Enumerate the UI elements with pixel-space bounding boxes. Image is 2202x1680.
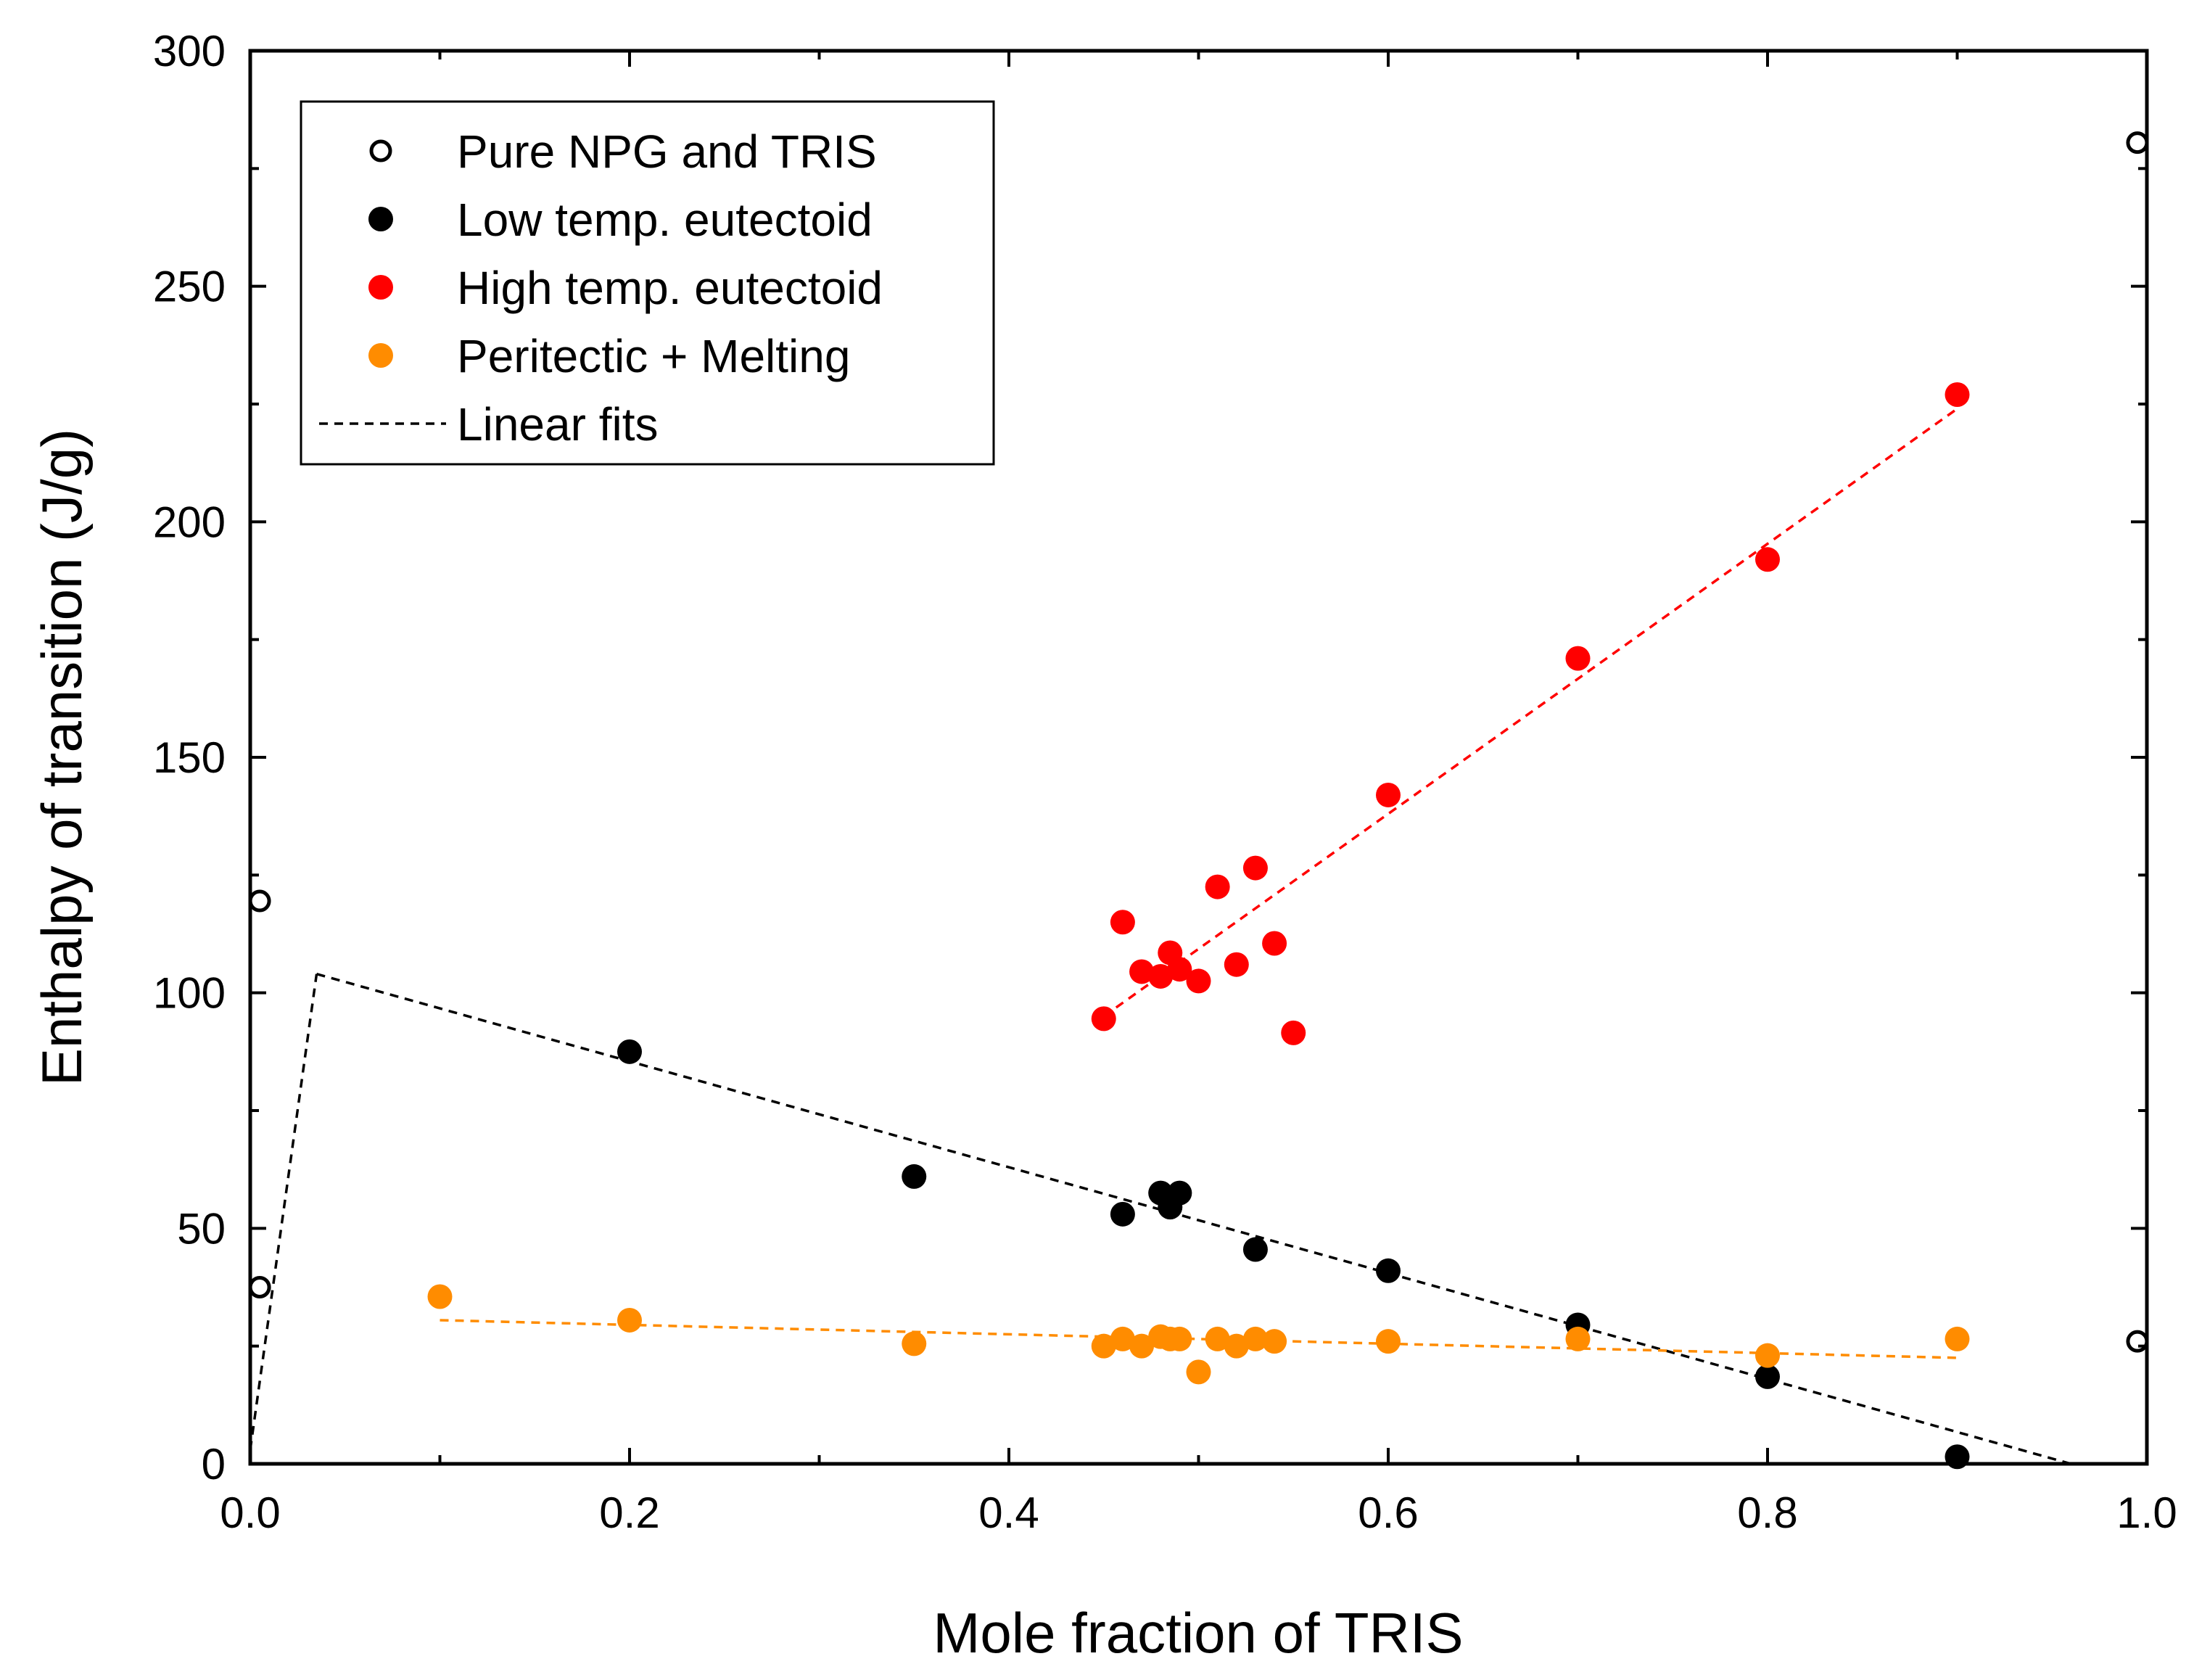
legend: Pure NPG and TRIS Low temp. eutectoid High… xyxy=(300,100,995,466)
y-tick-label: 0 xyxy=(202,1440,226,1488)
data-point xyxy=(1376,782,1401,807)
legend-marker xyxy=(368,275,393,300)
x-tick-label: 0.8 xyxy=(1737,1488,1797,1537)
linear-fit-line xyxy=(249,973,318,1450)
data-point xyxy=(1262,931,1287,956)
data-point xyxy=(1755,1343,1780,1368)
x-tick-label: 0.6 xyxy=(1358,1488,1418,1537)
y-axis-title: Enthalpy of transition (J/g) xyxy=(30,429,94,1086)
data-point xyxy=(1167,1326,1192,1351)
data-point xyxy=(1242,1326,1268,1351)
data-point xyxy=(1376,1258,1401,1283)
data-point xyxy=(902,1164,927,1189)
data-point xyxy=(1755,1364,1780,1389)
data-point xyxy=(1129,959,1155,984)
data-point xyxy=(902,1331,927,1356)
legend-label: Linear fits xyxy=(457,398,658,450)
data-point xyxy=(1091,1006,1116,1032)
data-point xyxy=(1945,382,1970,408)
legend-label: High temp. eutectoid xyxy=(457,262,883,314)
data-point xyxy=(1242,1237,1268,1262)
linear-fit-line xyxy=(1102,408,1958,1018)
data-point xyxy=(427,1284,453,1309)
legend-label: Peritectic + Melting xyxy=(457,330,850,382)
y-tick-label: 50 xyxy=(177,1204,226,1253)
x-tick-label: 0.2 xyxy=(599,1488,659,1537)
legend-marker xyxy=(368,343,393,368)
data-point xyxy=(617,1307,642,1333)
data-point xyxy=(617,1039,642,1064)
y-tick-label: 300 xyxy=(153,27,226,75)
x-tick-label: 0.0 xyxy=(220,1488,280,1537)
data-point xyxy=(1148,963,1174,989)
data-point xyxy=(1242,855,1268,881)
y-tick-label: 100 xyxy=(153,969,226,1018)
data-point xyxy=(1129,1333,1155,1359)
legend-marker xyxy=(369,139,392,162)
data-point xyxy=(1565,1326,1591,1351)
legend-label: Low temp. eutectoid xyxy=(457,194,873,246)
legend-label: Pure NPG and TRIS xyxy=(457,125,877,178)
data-point xyxy=(1091,1333,1116,1359)
y-tick-label: 150 xyxy=(153,733,226,782)
data-point xyxy=(1224,1333,1249,1359)
data-point xyxy=(1167,1180,1192,1206)
linear-fit-line xyxy=(440,1319,1958,1359)
data-point xyxy=(248,1276,271,1298)
x-tick-label: 0.4 xyxy=(978,1488,1039,1537)
y-tick-label: 200 xyxy=(153,498,226,546)
x-axis-title: Mole fraction of TRIS xyxy=(933,1601,1463,1665)
legend-box xyxy=(300,100,995,466)
data-point xyxy=(1186,1359,1211,1385)
data-point xyxy=(1110,1201,1135,1227)
data-point xyxy=(1755,547,1780,572)
data-point xyxy=(1205,1326,1230,1351)
tick-labels: 0.0 0.2 0.4 0.6 0.8 1.0 0 50 100 150 200 250 300 xyxy=(153,27,2177,1537)
x-tick-label: 1.0 xyxy=(2116,1488,2177,1537)
legend-items: Pure NPG and TRIS Low temp. eutectoid High… xyxy=(319,125,883,450)
data-point xyxy=(1224,952,1249,977)
data-point xyxy=(1110,910,1135,935)
data-point xyxy=(1376,1329,1401,1354)
data-point xyxy=(1186,968,1211,994)
data-point xyxy=(1110,1326,1135,1351)
fit-lines xyxy=(249,408,2071,1465)
linear-fit-line xyxy=(316,973,2071,1465)
data-point xyxy=(1167,957,1192,982)
data-point xyxy=(1945,1326,1970,1351)
data-point xyxy=(2126,1330,2149,1353)
data-point xyxy=(1262,1329,1287,1354)
y-tick-label: 250 xyxy=(153,263,226,311)
data-point xyxy=(2126,131,2149,155)
axis-ticks xyxy=(249,49,2148,1465)
data-point xyxy=(1281,1020,1306,1045)
data-point xyxy=(1205,874,1230,899)
legend-marker xyxy=(368,207,393,231)
data-point xyxy=(248,889,271,913)
data-point xyxy=(1565,646,1591,671)
data-points xyxy=(248,131,2149,1470)
